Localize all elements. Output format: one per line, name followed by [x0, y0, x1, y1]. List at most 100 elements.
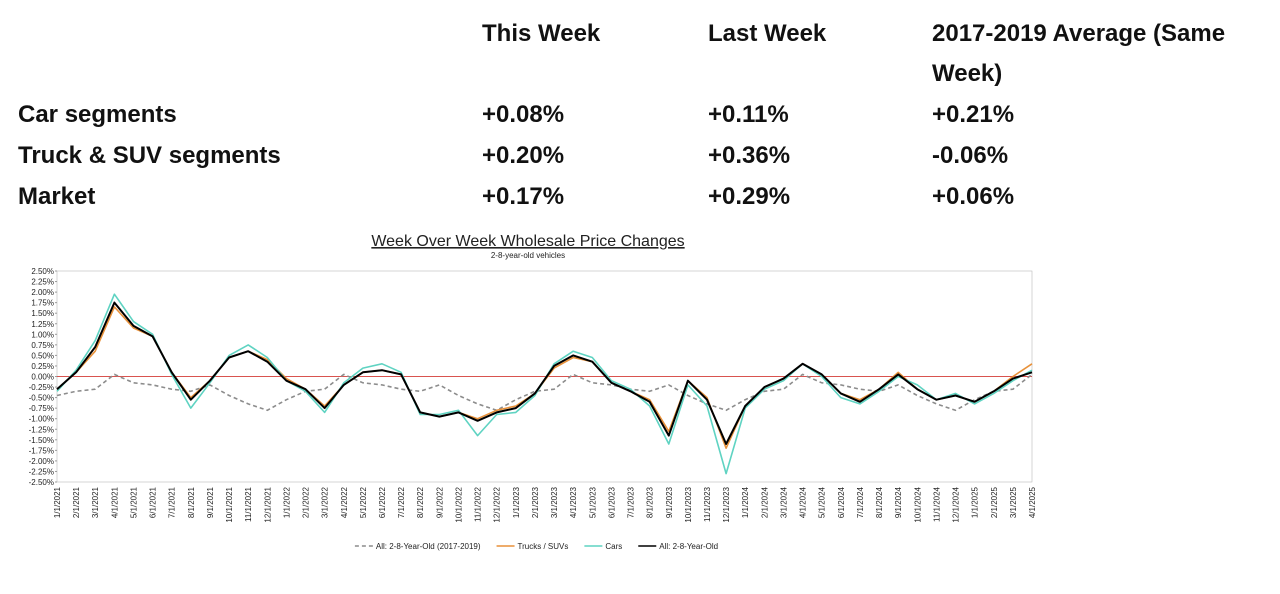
- x-tick-label: 10/1/2024: [913, 486, 922, 522]
- x-tick-label: 8/1/2024: [875, 486, 884, 518]
- x-tick-label: 3/1/2024: [779, 486, 788, 518]
- x-tick-label: 1/1/2023: [512, 486, 521, 518]
- y-tick-label: -0.25%: [29, 383, 54, 392]
- x-tick-label: 3/1/2025: [1009, 486, 1018, 518]
- y-tick-label: 0.00%: [31, 373, 54, 382]
- x-tick-label: 2/1/2022: [302, 486, 311, 518]
- cell-value: +0.06%: [932, 183, 1015, 210]
- x-tick-label: 4/1/2023: [569, 486, 578, 518]
- x-tick-label: 1/1/2022: [282, 486, 291, 518]
- x-tick-label: 2/1/2023: [531, 486, 540, 518]
- x-tick-label: 12/1/2021: [263, 486, 272, 522]
- x-tick-label: 3/1/2023: [550, 486, 559, 518]
- x-tick-label: 2/1/2025: [990, 486, 999, 518]
- x-tick-label: 10/1/2023: [684, 486, 693, 522]
- y-tick-label: 0.50%: [31, 351, 54, 360]
- x-tick-label: 11/1/2021: [244, 486, 253, 522]
- x-tick-label: 6/1/2024: [837, 486, 846, 518]
- chart-title: Week Over Week Wholesale Price Changes: [371, 233, 684, 250]
- x-tick-label: 1/1/2025: [971, 486, 980, 518]
- chart-subtitle: 2-8-year-old vehicles: [491, 251, 565, 260]
- x-tick-label: 12/1/2024: [952, 486, 961, 522]
- y-tick-label: 0.75%: [31, 341, 54, 350]
- cell-value: +0.17%: [482, 183, 565, 210]
- series-line: [56, 306, 1033, 450]
- x-tick-label: 3/1/2021: [91, 486, 100, 518]
- cell-value: +0.29%: [708, 183, 791, 210]
- x-tick-label: 4/1/2022: [340, 486, 349, 518]
- x-tick-label: 7/1/2023: [627, 486, 636, 518]
- row-label: Car segments: [18, 101, 177, 128]
- x-tick-label: 6/1/2022: [378, 486, 387, 518]
- x-tick-label: 6/1/2021: [149, 486, 158, 518]
- y-tick-label: 1.75%: [31, 299, 54, 308]
- column-header: This Week: [482, 20, 601, 47]
- y-tick-label: 2.50%: [31, 267, 54, 276]
- cell-value: -0.06%: [932, 142, 1009, 169]
- x-tick-label: 10/1/2021: [225, 486, 234, 522]
- cell-value: +0.08%: [482, 101, 565, 128]
- y-tick-label: 2.25%: [31, 278, 54, 287]
- x-tick-label: 10/1/2022: [454, 486, 463, 522]
- x-tick-label: 5/1/2023: [588, 486, 597, 518]
- x-tick-label: 7/1/2021: [168, 486, 177, 518]
- x-tick-label: 7/1/2022: [397, 486, 406, 518]
- x-tick-label: 9/1/2021: [206, 486, 215, 518]
- legend: All: 2-8-Year-Old (2017-2019) Trucks / SU…: [354, 542, 718, 551]
- x-tick-label: 2/1/2024: [760, 486, 769, 518]
- legend-label: Cars: [605, 542, 622, 551]
- x-tick-label: 6/1/2023: [607, 486, 616, 518]
- cell-value: +0.11%: [708, 101, 789, 128]
- x-tick-label: 9/1/2023: [665, 486, 674, 518]
- x-tick-label: 5/1/2022: [359, 486, 368, 518]
- y-tick-label: -2.00%: [29, 457, 54, 466]
- y-tick-label: -2.50%: [29, 478, 54, 487]
- x-tick-label: 3/1/2022: [321, 486, 330, 518]
- x-tick-label: 11/1/2022: [474, 486, 483, 522]
- column-header: Last Week: [708, 20, 827, 47]
- x-tick-label: 4/1/2024: [799, 486, 808, 518]
- y-tick-label: 2.00%: [31, 288, 54, 297]
- x-tick-label: 1/1/2021: [53, 486, 62, 518]
- y-tick-label: 0.25%: [31, 362, 54, 371]
- x-tick-label: 8/1/2021: [187, 486, 196, 518]
- series-line: [56, 301, 1033, 445]
- y-tick-label: 1.00%: [31, 330, 54, 339]
- x-tick-label: 1/1/2024: [741, 486, 750, 518]
- y-tick-label: -2.25%: [29, 467, 54, 476]
- y-tick-label: 1.25%: [31, 320, 54, 329]
- y-tick-label: -1.75%: [29, 446, 54, 455]
- x-tick-label: 11/1/2023: [703, 486, 712, 522]
- row-label: Market: [18, 183, 96, 210]
- row-label: Truck & SUV segments: [18, 142, 281, 169]
- legend-label: All: 2-8-Year-Old (2017-2019): [376, 542, 481, 551]
- cell-value: +0.36%: [708, 142, 791, 169]
- x-tick-label: 5/1/2024: [818, 486, 827, 518]
- y-tick-label: -0.75%: [29, 404, 54, 413]
- column-header: 2017-2019 Average (Same Week): [932, 20, 1226, 87]
- legend-label: All: 2-8-Year-Old: [659, 542, 718, 551]
- x-tick-label: 5/1/2021: [129, 486, 138, 518]
- x-tick-label: 8/1/2022: [416, 486, 425, 518]
- cell-value: +0.20%: [482, 142, 565, 169]
- x-tick-label: 12/1/2022: [493, 486, 502, 522]
- cell-value: +0.21%: [932, 101, 1015, 128]
- legend-label: Trucks / SUVs: [518, 542, 569, 551]
- x-tick-label: 4/1/2025: [1028, 486, 1037, 518]
- x-tick-label: 7/1/2024: [856, 486, 865, 518]
- y-tick-label: -0.50%: [29, 394, 54, 403]
- y-tick-label: -1.50%: [29, 436, 54, 445]
- x-tick-label: 12/1/2023: [722, 486, 731, 522]
- y-tick-label: 1.50%: [31, 309, 54, 318]
- x-tick-label: 9/1/2024: [894, 486, 903, 518]
- x-tick-label: 8/1/2023: [646, 486, 655, 518]
- x-tick-label: 4/1/2021: [110, 486, 119, 518]
- y-tick-label: -1.25%: [29, 425, 54, 434]
- y-tick-label: -1.00%: [29, 415, 54, 424]
- x-tick-label: 11/1/2024: [932, 486, 941, 522]
- x-tick-label: 2/1/2021: [72, 486, 81, 518]
- series-line: [56, 373, 1033, 412]
- x-tick-label: 9/1/2022: [435, 486, 444, 518]
